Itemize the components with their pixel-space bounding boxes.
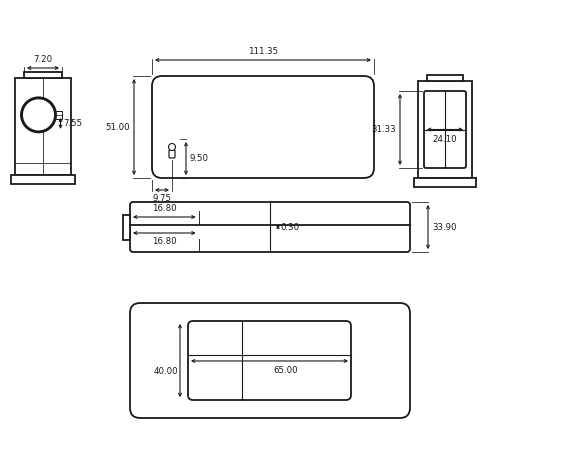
Text: 7.20: 7.20	[33, 55, 53, 64]
Bar	[418, 81, 472, 178]
Bar	[414, 178, 476, 187]
Text: 24.10: 24.10	[433, 135, 458, 144]
FancyBboxPatch shape	[169, 150, 175, 158]
Text: 0.30: 0.30	[280, 222, 299, 231]
FancyBboxPatch shape	[152, 76, 374, 178]
FancyBboxPatch shape	[130, 303, 410, 418]
Bar	[11, 175, 75, 184]
FancyBboxPatch shape	[424, 91, 466, 168]
Text: 33.90: 33.90	[432, 222, 456, 231]
Text: 40.00: 40.00	[154, 367, 178, 376]
Bar	[427, 75, 463, 81]
Text: 9.50: 9.50	[189, 154, 208, 163]
FancyBboxPatch shape	[188, 321, 351, 400]
Text: 7.55: 7.55	[64, 119, 83, 128]
Text: 16.80: 16.80	[152, 237, 176, 246]
Bar	[33, 110, 44, 120]
Bar	[24, 72, 62, 78]
Text: 65.00: 65.00	[273, 366, 298, 375]
Bar	[53, 111, 62, 119]
Text: 31.33: 31.33	[371, 125, 396, 134]
Text: 9.75: 9.75	[153, 194, 171, 203]
Text: 111.35: 111.35	[248, 47, 278, 56]
Bar	[123, 215, 130, 239]
Circle shape	[22, 98, 56, 132]
Text: 16.80: 16.80	[152, 204, 176, 213]
Bar	[15, 78, 71, 175]
FancyBboxPatch shape	[130, 202, 410, 252]
Circle shape	[168, 144, 176, 150]
Text: 51.00: 51.00	[105, 122, 130, 131]
